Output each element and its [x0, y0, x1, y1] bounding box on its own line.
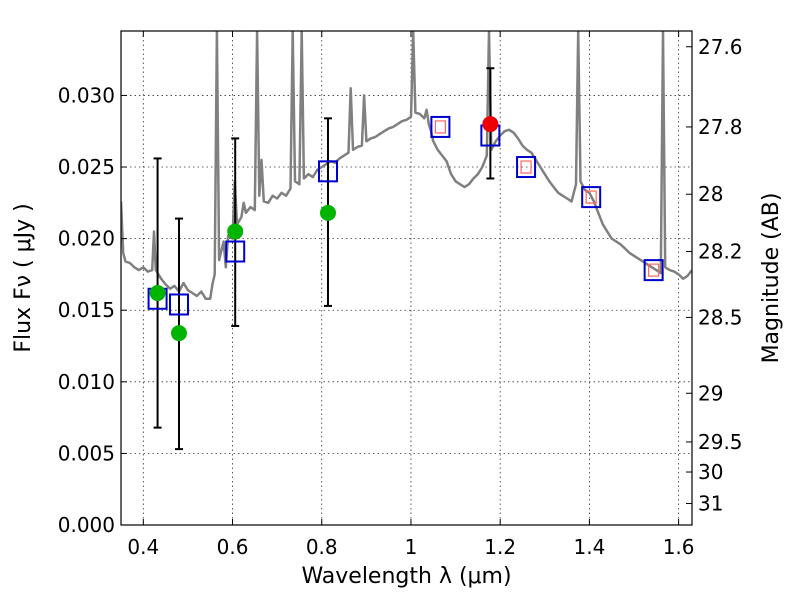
- model-flux-square: [516, 156, 537, 179]
- x-tick-label: 1.4: [573, 535, 605, 559]
- x-axis-label: Wavelength λ (μm): [301, 564, 511, 589]
- y2-tick-label: 31: [698, 492, 723, 516]
- plot-frame: [120, 30, 693, 526]
- model-flux-square: [225, 240, 246, 263]
- y-tick-label: 0.030: [58, 83, 115, 107]
- photometry-point: [319, 204, 336, 221]
- model-flux-inner-square: [520, 160, 532, 174]
- x-tick-label: 1.6: [663, 535, 695, 559]
- x-tick-label: 0.4: [127, 535, 159, 559]
- y2-tick-label: 29.5: [698, 430, 743, 454]
- model-flux-square: [168, 293, 189, 316]
- spectrum-layer: [121, 31, 692, 301]
- y2-tick-label: 28: [698, 182, 723, 206]
- x-tick-label: 1: [405, 535, 418, 559]
- y2-axis-label: Magnitude (AB): [759, 193, 784, 364]
- marker-layer: [147, 67, 664, 451]
- x-tick-label: 0.6: [217, 535, 249, 559]
- model-flux-inner-square: [434, 120, 447, 134]
- x-tick-label: 0.8: [306, 535, 338, 559]
- model-flux-square: [317, 160, 338, 183]
- y2-tick-label: 27.6: [698, 35, 743, 59]
- photometry-point: [149, 285, 166, 302]
- photometry-point: [482, 116, 499, 133]
- y-tick-label: 0.005: [58, 441, 115, 465]
- y2-tick-label: 28.5: [698, 305, 743, 329]
- photometry-point: [170, 325, 187, 342]
- y2-tick-label: 29: [698, 381, 723, 405]
- y-tick-label: 0.010: [58, 370, 115, 394]
- model-flux-inner-square: [585, 190, 597, 204]
- model-flux-inner-square: [648, 263, 660, 277]
- y-tick-label: 0.020: [58, 227, 115, 251]
- model-flux-square: [430, 115, 451, 138]
- model-flux-square: [643, 259, 664, 282]
- y2-tick-label: 30: [698, 460, 723, 484]
- grid-layer: [121, 31, 692, 526]
- y-tick-label: 0.000: [58, 513, 115, 537]
- y-tick-label: 0.015: [58, 298, 115, 322]
- photometry-point: [227, 223, 244, 240]
- y2-tick-label: 27.8: [698, 115, 743, 139]
- model-spectrum-line: [121, 31, 692, 301]
- x-tick-label: 1.2: [484, 535, 516, 559]
- y-axis-label: Flux Fν ( μJy ): [11, 203, 36, 352]
- tick-layer: 0.4 0.6 0.8 1 1.2 1.4 1.6 0.000 0.005 0.010 0.015 0…: [58, 31, 743, 559]
- y-tick-label: 0.025: [58, 155, 115, 179]
- y2-tick-label: 28.2: [698, 240, 743, 264]
- model-flux-square: [581, 186, 602, 209]
